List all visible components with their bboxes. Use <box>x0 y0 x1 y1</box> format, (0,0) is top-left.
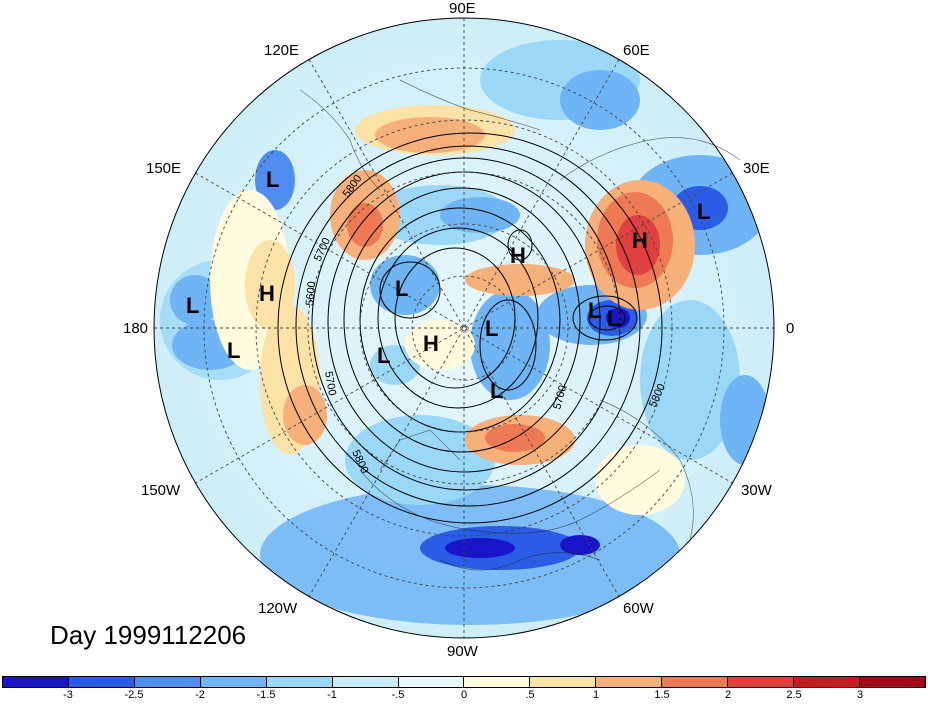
colorbar-tick-label: -2.5 <box>124 689 144 701</box>
lon-label-60w: 60W <box>623 600 654 617</box>
lon-label-120w: 120W <box>258 600 298 617</box>
colorbar-tick-label: 1.5 <box>654 689 670 701</box>
colorbar-cell <box>794 677 860 687</box>
lon-label-150w: 150W <box>141 482 181 499</box>
low-pressure-marker: L <box>186 293 200 318</box>
colorbar-tick-label: -1 <box>327 689 337 701</box>
lon-label-30e: 30E <box>743 160 770 177</box>
high-pressure-marker: H <box>259 281 275 306</box>
high-pressure-marker: H <box>510 243 526 268</box>
colorbar-tick-label: -3 <box>63 689 73 701</box>
lon-label-30w: 30W <box>741 482 772 499</box>
lon-label-150e: 150E <box>146 160 182 177</box>
colorbar-cell <box>464 677 531 687</box>
colorbar-tick-label: 2.5 <box>786 689 802 701</box>
colorbar-tick-label: 0 <box>460 689 468 701</box>
low-pressure-marker: L <box>607 306 621 331</box>
map-boundary <box>153 17 775 639</box>
low-pressure-marker: L <box>588 298 602 323</box>
colorbar-cell <box>68 677 135 687</box>
colorbar-tick-label: -2 <box>195 689 205 701</box>
colorbar-cell <box>596 677 663 687</box>
coastlines <box>299 79 741 571</box>
colorbar-tick-label: 2 <box>724 689 732 701</box>
colorbar-tick-label: -.5 <box>391 689 405 701</box>
height-contours <box>277 132 663 524</box>
colorbar-cell <box>530 677 597 687</box>
lon-label-60e: 60E <box>623 42 650 59</box>
lon-label-120e: 120E <box>264 42 300 59</box>
high-pressure-marker: H <box>423 331 439 356</box>
colorbar-tick-label: 3 <box>856 689 864 701</box>
colorbar-tick-label: .5 <box>525 689 535 701</box>
graticule <box>154 18 774 638</box>
colorbar-cell <box>332 677 399 687</box>
colorbar-cell <box>662 677 729 687</box>
anomaly-field <box>154 18 774 638</box>
colorbar-ticks: -3 -2.5 -2 -1.5 -1 -.5 0 .5 1 1.5 2 2.5 3 <box>2 689 926 702</box>
colorbar-cell <box>134 677 201 687</box>
low-pressure-marker: L <box>395 276 409 301</box>
colorbar <box>2 676 926 688</box>
low-pressure-marker: L <box>266 167 280 192</box>
contour-label: 5600 <box>304 281 318 306</box>
colorbar-tick-label: 1 <box>592 689 600 701</box>
lon-label-180: 180 <box>123 320 149 337</box>
colorbar-cell <box>728 677 795 687</box>
colorbar-cell <box>3 677 69 687</box>
low-pressure-marker: L <box>485 316 499 341</box>
colorbar-cell <box>398 677 465 687</box>
colorbar-cell <box>266 677 333 687</box>
low-pressure-marker: L <box>697 199 711 224</box>
lon-label-90e: 90E <box>449 0 476 17</box>
colorbar-tick-label: -1.5 <box>256 689 276 701</box>
date-label: Day 1999112206 <box>50 620 247 650</box>
low-pressure-marker: L <box>377 343 391 368</box>
high-pressure-marker: H <box>632 228 648 253</box>
low-pressure-marker: L <box>227 338 241 363</box>
lon-label-0: 0 <box>786 320 795 337</box>
colorbar-cell <box>200 677 267 687</box>
lon-label-90w: 90W <box>447 643 478 660</box>
contour-label: 5700 <box>322 370 338 396</box>
colorbar-cell <box>859 677 925 687</box>
low-pressure-marker: L <box>490 378 504 403</box>
